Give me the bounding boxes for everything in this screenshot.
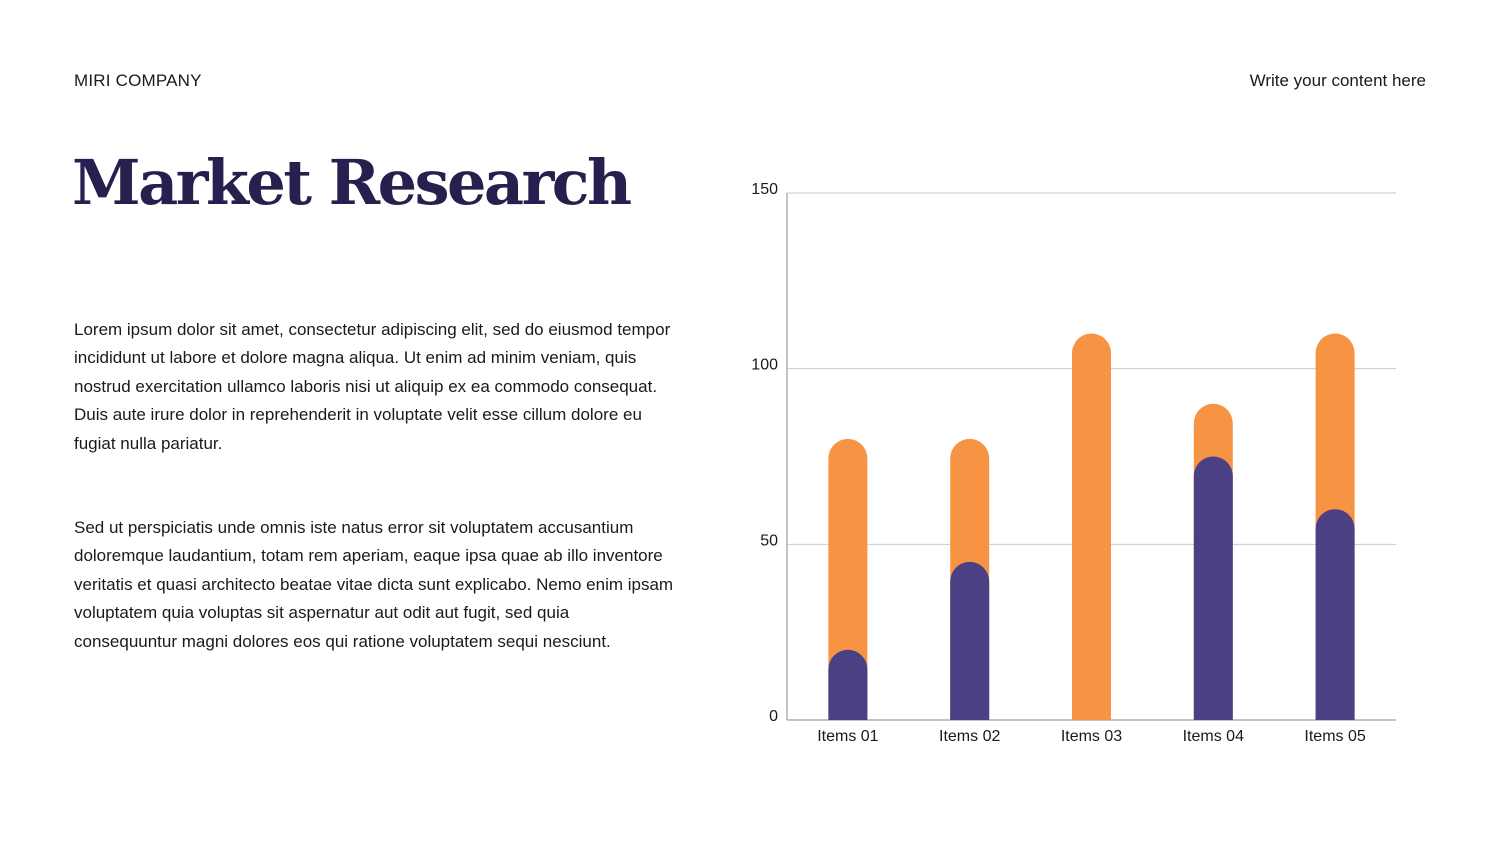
x-tick-label: Items 01 <box>817 728 878 745</box>
y-tick-label: 150 <box>751 181 778 198</box>
x-tick-label: Items 02 <box>939 728 1000 745</box>
header-content-text: Write your content here <box>1249 71 1426 90</box>
bar-series-1-items-01 <box>828 438 868 720</box>
x-tick-label: Items 04 <box>1183 728 1244 745</box>
bar-series-2-items-04 <box>1193 456 1233 720</box>
bar-series-2-items-05 <box>1315 509 1355 720</box>
y-tick-label: 0 <box>769 708 778 725</box>
company-name: MIRI COMPANY <box>74 71 202 90</box>
bar-series-1-items-03 <box>1072 333 1111 720</box>
y-tick-label: 50 <box>760 532 778 549</box>
page-title: Market Research <box>72 146 632 219</box>
bar-series-2-items-01 <box>828 649 868 720</box>
x-tick-label: Items 05 <box>1304 728 1365 745</box>
body-paragraph-1: Lorem ipsum dolor sit amet, consectetur … <box>74 320 671 453</box>
body-paragraph-2: Sed ut perspiciatis unde omnis iste natu… <box>74 518 674 651</box>
y-tick-label: 100 <box>751 357 778 374</box>
x-tick-label: Items 03 <box>1061 728 1122 745</box>
bar-series-2-items-02 <box>950 561 990 720</box>
